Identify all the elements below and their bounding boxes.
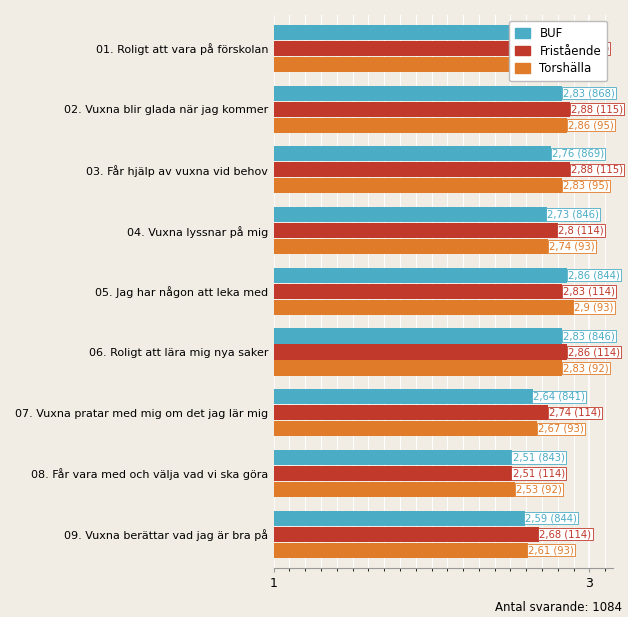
Bar: [274, 207, 547, 222]
Bar: [274, 389, 533, 404]
Text: 2,73 (870): 2,73 (870): [548, 27, 599, 38]
Bar: [274, 360, 563, 376]
Text: 2,79 (115): 2,79 (115): [557, 43, 609, 54]
Text: 2,86 (844): 2,86 (844): [568, 270, 620, 280]
Bar: [274, 239, 548, 254]
Text: 2,64 (841): 2,64 (841): [533, 392, 585, 402]
Bar: [274, 146, 551, 162]
Text: Antal svarande: 1084: Antal svarande: 1084: [495, 601, 622, 614]
Bar: [274, 527, 539, 542]
Bar: [274, 450, 512, 465]
Bar: [274, 511, 524, 526]
Bar: [274, 25, 547, 40]
Legend: BUF, Fristående, Torshälla: BUF, Fristående, Torshälla: [509, 21, 607, 81]
Bar: [274, 543, 528, 558]
Text: 2,8 (114): 2,8 (114): [558, 226, 604, 236]
Text: 2,51 (843): 2,51 (843): [512, 452, 565, 463]
Text: 2,68 (114): 2,68 (114): [539, 529, 592, 539]
Bar: [274, 421, 537, 436]
Bar: [274, 482, 515, 497]
Text: 2,59 (844): 2,59 (844): [525, 513, 577, 523]
Bar: [274, 300, 573, 315]
Bar: [274, 268, 567, 283]
Bar: [274, 466, 512, 481]
Bar: [274, 223, 558, 238]
Bar: [274, 86, 563, 101]
Text: 2,83 (114): 2,83 (114): [563, 286, 615, 296]
Text: 2,88 (115): 2,88 (115): [571, 165, 623, 175]
Bar: [274, 102, 570, 117]
Text: 2,74 (114): 2,74 (114): [549, 408, 601, 418]
Text: 2,88 (115): 2,88 (115): [571, 104, 623, 114]
Bar: [274, 284, 563, 299]
Text: 2,83 (92): 2,83 (92): [563, 363, 609, 373]
Bar: [274, 41, 556, 56]
Text: 2,51 (114): 2,51 (114): [512, 468, 565, 479]
Text: 2,86 (95): 2,86 (95): [568, 120, 614, 130]
Text: 2,78 (96): 2,78 (96): [555, 59, 601, 70]
Bar: [274, 405, 548, 420]
Bar: [274, 344, 567, 360]
Bar: [274, 118, 567, 133]
Bar: [274, 57, 555, 72]
Text: 2,83 (868): 2,83 (868): [563, 88, 615, 98]
Text: 2,73 (846): 2,73 (846): [548, 210, 599, 220]
Text: 2,74 (93): 2,74 (93): [549, 242, 595, 252]
Text: 2,83 (95): 2,83 (95): [563, 181, 609, 191]
Bar: [274, 162, 570, 178]
Text: 2,67 (93): 2,67 (93): [538, 424, 583, 434]
Bar: [274, 178, 563, 194]
Text: 2,83 (846): 2,83 (846): [563, 331, 615, 341]
Text: 2,9 (93): 2,9 (93): [574, 302, 614, 312]
Text: 2,76 (869): 2,76 (869): [552, 149, 604, 159]
Text: 2,61 (93): 2,61 (93): [528, 545, 574, 555]
Text: 2,86 (114): 2,86 (114): [568, 347, 620, 357]
Text: 2,53 (92): 2,53 (92): [516, 484, 561, 495]
Bar: [274, 328, 563, 344]
